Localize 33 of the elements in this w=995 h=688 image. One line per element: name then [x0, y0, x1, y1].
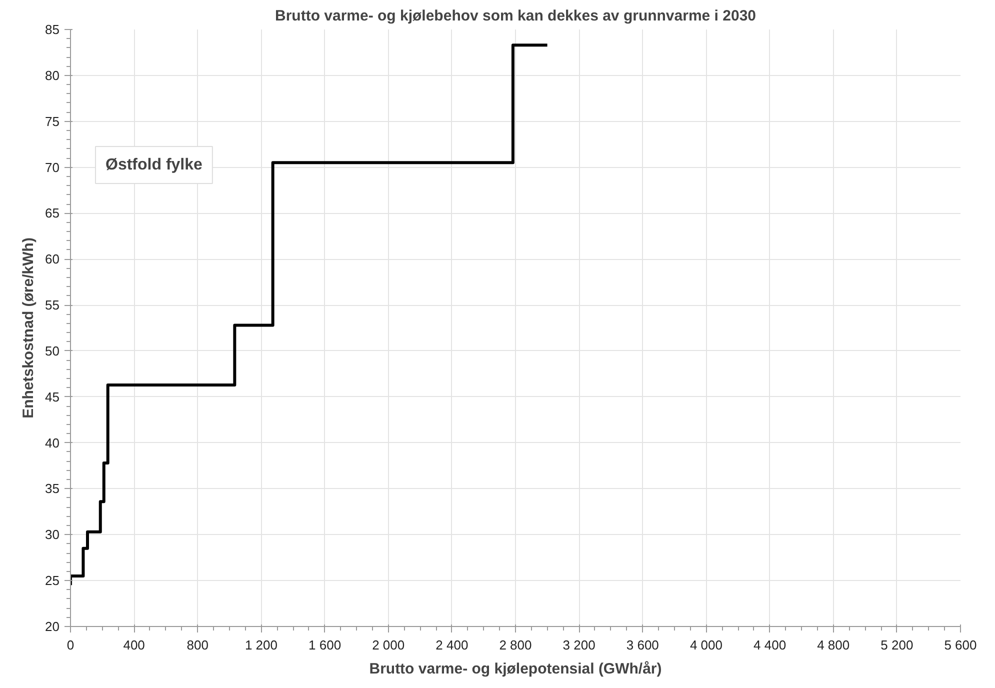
- x-tick-label: 5 600: [944, 638, 977, 652]
- x-tick-label: 1 600: [308, 638, 342, 652]
- y-tick-label: 55: [45, 298, 60, 313]
- x-tick-label: 2 400: [436, 638, 468, 652]
- y-tick-label: 65: [45, 206, 60, 221]
- y-tick-label: 75: [45, 114, 60, 129]
- annotation: Østfold fylke: [106, 156, 203, 174]
- x-tick-label: 4 400: [754, 638, 786, 652]
- y-tick-label: 20: [45, 619, 60, 634]
- y-tick-label: 30: [45, 527, 60, 542]
- x-tick-label: 2 000: [372, 638, 405, 652]
- x-axis-title: Brutto varme- og kjølepotensial (GWh/år): [369, 660, 662, 678]
- x-tick-label: 3 200: [562, 638, 596, 652]
- chart-title: Brutto varme- og kjølebehov som kan dekkes av grunnvarme i 2030: [274, 8, 756, 24]
- y-tick-label: 50: [45, 343, 60, 358]
- x-tick-label: 1 200: [244, 638, 278, 652]
- y-tick-label: 40: [45, 435, 60, 450]
- x-tick-label: 5 200: [880, 638, 914, 652]
- y-tick-label: 45: [45, 389, 60, 404]
- x-tick-label: 2 800: [499, 638, 532, 652]
- y-tick-label: 85: [45, 22, 60, 37]
- x-tick-label: 400: [123, 638, 145, 652]
- x-tick-label: 4 800: [817, 638, 850, 652]
- x-tick-label: 0: [66, 638, 74, 652]
- x-tick-label: 800: [186, 638, 208, 652]
- x-tick-label: 3 600: [626, 638, 659, 652]
- y-tick-label: 70: [45, 160, 60, 175]
- y-tick-label: 80: [45, 68, 60, 83]
- y-axis-title: Enhetskostnad (øre/kWh): [20, 238, 38, 418]
- x-tick-label: 4 000: [690, 638, 722, 652]
- y-tick-label: 35: [45, 481, 60, 496]
- y-tick-label: 60: [45, 252, 60, 267]
- y-tick-label: 25: [45, 573, 60, 588]
